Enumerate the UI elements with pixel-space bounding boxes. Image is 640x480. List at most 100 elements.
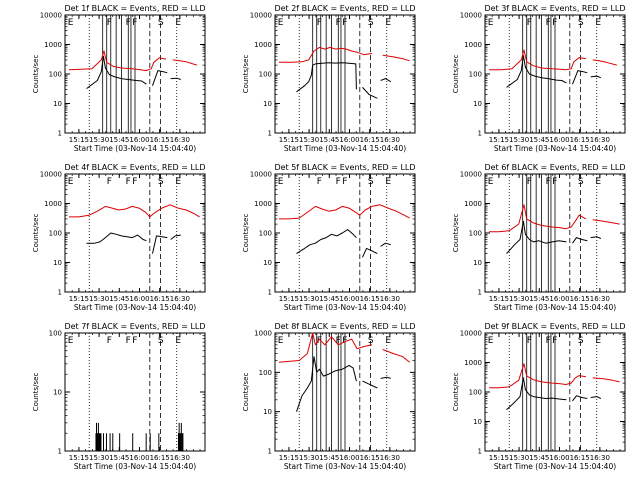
x-axis-label: Start Time (03-Nov-14 15:04:40) [284, 462, 406, 471]
segment-label: F [342, 336, 347, 346]
x-axis-label: Start Time (03-Nov-14 15:04:40) [284, 303, 406, 312]
y-tick-label: 10 [263, 100, 272, 108]
segment-label: E [488, 177, 494, 187]
segment-label: E [175, 336, 181, 346]
x-tick-label: 16:00 [339, 295, 359, 303]
y-tick-label: 100 [49, 330, 62, 338]
segment-label: F [317, 177, 322, 187]
plot-frame [64, 332, 206, 452]
panel-title: Det 6f BLACK = Events, RED = LLD [484, 163, 625, 172]
x-tick-label: 16:00 [129, 295, 149, 303]
segment-label: E [488, 18, 494, 28]
plot-frame [64, 173, 206, 293]
y-tick-label: 10 [473, 259, 482, 267]
events-series-line [572, 70, 588, 85]
segment-label: S [578, 18, 584, 28]
x-tick-label: 15:30 [509, 136, 529, 144]
y-axis-label: Counts/sec [452, 55, 460, 94]
x-tick-label: 15:15 [279, 454, 299, 462]
lld-series-line [382, 54, 410, 62]
events-series-line [296, 62, 357, 93]
x-axis-label: Start Time (03-Nov-14 15:04:40) [494, 462, 616, 471]
events-series-line [152, 70, 168, 86]
x-tick-label: 15:30 [89, 295, 109, 303]
segment-label: E [595, 18, 601, 28]
events-series-line [590, 236, 602, 239]
y-tick-label: 1000 [464, 200, 482, 208]
panel-title: Det 1f BLACK = Events, RED = LLD [64, 4, 205, 13]
segment-label: S [368, 177, 374, 187]
x-tick-label: 16:15 [150, 136, 170, 144]
x-tick-label: 15:15 [279, 136, 299, 144]
y-axis-label: Counts/sec [242, 214, 250, 253]
x-tick-label: 16:30 [590, 454, 610, 462]
events-series-line [362, 87, 378, 99]
x-axis-label: Start Time (03-Nov-14 15:04:40) [74, 303, 196, 312]
y-tick-label: 100 [469, 230, 482, 238]
segment-label: E [488, 336, 494, 346]
x-tick-label: 15:45 [109, 454, 129, 462]
x-tick-label: 15:45 [109, 295, 129, 303]
x-tick-label: 16:15 [360, 454, 380, 462]
y-tick-label: 1 [268, 289, 272, 297]
segment-label: F [552, 336, 557, 346]
lld-series-line [489, 363, 587, 389]
y-tick-label: 100 [49, 230, 62, 238]
y-tick-label: 1 [58, 130, 62, 138]
x-tick-label: 15:30 [89, 454, 109, 462]
lld-series-line [592, 59, 618, 66]
segment-label: F [342, 177, 347, 187]
x-tick-label: 15:45 [319, 295, 339, 303]
events-series-line [362, 380, 378, 389]
y-tick-label: 10000 [250, 12, 272, 20]
segment-label: E [278, 336, 284, 346]
segment-label: F [107, 177, 112, 187]
segment-label: F [552, 177, 557, 187]
segment-label: F [552, 18, 557, 28]
panel-title: Det 4f BLACK = Events, RED = LLD [64, 163, 205, 172]
y-axis-label: Counts/sec [32, 214, 40, 253]
events-series-line [590, 75, 601, 79]
y-axis-label: Counts/sec [32, 373, 40, 412]
panel-6: Det 6f BLACK = Events, RED = LLD 1 10 100 10… [452, 163, 626, 312]
y-tick-label: 10000 [250, 171, 272, 179]
x-axis-label: Start Time (03-Nov-14 15:04:40) [74, 144, 196, 153]
segment-label: F [336, 177, 341, 187]
y-tick-label: 100 [259, 369, 272, 377]
segment-label: F [126, 177, 131, 187]
panel-title: Det 2f BLACK = Events, RED = LLD [274, 4, 415, 13]
segment-label: S [368, 18, 374, 28]
y-tick-label: 1000 [464, 41, 482, 49]
lld-series-line [279, 204, 410, 220]
y-tick-label: 10 [263, 408, 272, 416]
segment-label: F [336, 336, 341, 346]
panel-title: Det 9f BLACK = Events, RED = LLD [484, 322, 625, 331]
x-tick-label: 16:15 [570, 454, 590, 462]
x-tick-label: 16:30 [170, 295, 190, 303]
x-tick-label: 15:45 [529, 295, 549, 303]
segment-label: F [126, 18, 131, 28]
x-tick-label: 16:30 [590, 295, 610, 303]
x-tick-label: 15:30 [299, 295, 319, 303]
x-tick-label: 16:15 [150, 454, 170, 462]
lld-series-line [489, 49, 587, 71]
panel-2: Det 2f BLACK = Events, RED = LLD 1 10 100 10… [242, 4, 416, 153]
y-tick-label: 10 [53, 259, 62, 267]
segment-label: E [278, 177, 284, 187]
x-tick-label: 16:30 [170, 454, 190, 462]
x-tick-label: 16:30 [380, 454, 400, 462]
y-tick-label: 100 [469, 71, 482, 79]
y-tick-label: 1 [478, 289, 482, 297]
x-tick-label: 16:15 [570, 295, 590, 303]
segment-label: E [68, 336, 74, 346]
x-axis-label: Start Time (03-Nov-14 15:04:40) [284, 144, 406, 153]
events-series-line [362, 247, 378, 258]
x-tick-label: 15:30 [299, 136, 319, 144]
x-tick-label: 16:00 [549, 136, 569, 144]
x-tick-label: 16:30 [590, 136, 610, 144]
y-tick-label: 10 [53, 100, 62, 108]
y-axis-label: Counts/sec [242, 55, 250, 94]
lld-series-line [382, 349, 410, 363]
events-series-line [590, 396, 602, 399]
x-tick-label: 16:00 [339, 454, 359, 462]
